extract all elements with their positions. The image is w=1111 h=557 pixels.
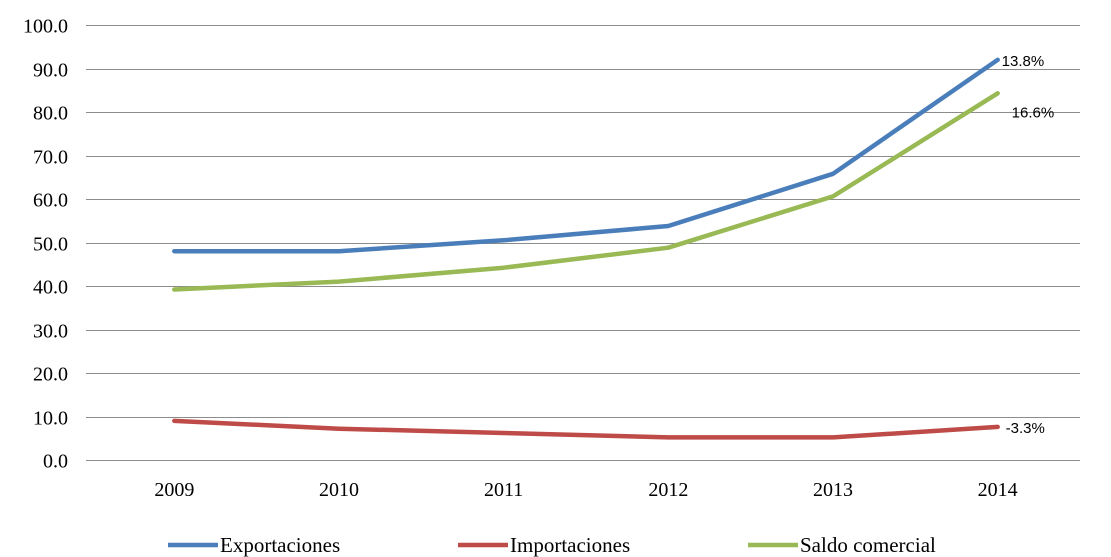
legend-label: Exportaciones <box>220 533 340 557</box>
gridlines <box>86 25 1080 461</box>
y-tick-label: 20.0 <box>33 364 68 386</box>
y-tick-label: 0.0 <box>43 451 68 473</box>
x-tick-label: 2013 <box>813 479 853 501</box>
x-tick-label: 2011 <box>484 479 523 501</box>
data-labels: 13.8% -3.3% 16.6% <box>1002 53 1055 437</box>
y-tick-label: 80.0 <box>33 103 68 125</box>
series-line-importaciones <box>172 418 1000 440</box>
y-tick-label: 70.0 <box>33 147 68 169</box>
y-tick-label: 90.0 <box>33 60 68 82</box>
x-tick-label: 2010 <box>319 479 359 501</box>
x-tick-label: 2012 <box>648 479 688 501</box>
x-axis-ticks: 2009 2010 2011 2012 2013 2014 <box>154 479 1017 501</box>
legend: Exportaciones Importaciones Saldo comercia… <box>168 533 936 557</box>
legend-label: Importaciones <box>510 533 630 557</box>
data-label-importaciones: -3.3% <box>1006 420 1045 437</box>
series-line-saldo-comercial <box>172 91 1000 292</box>
y-tick-label: 60.0 <box>33 190 68 212</box>
legend-label: Saldo comercial <box>800 533 936 557</box>
y-axis-ticks: 0.0 10.0 20.0 30.0 40.0 50.0 60.0 70.0 80.0 90.0 1… <box>23 16 68 473</box>
series-lines <box>172 57 1000 440</box>
y-tick-label: 50.0 <box>33 234 68 256</box>
series-line-exportaciones <box>172 57 1000 254</box>
y-tick-label: 10.0 <box>33 408 68 430</box>
data-label-exportaciones: 13.8% <box>1002 53 1045 70</box>
y-tick-label: 40.0 <box>33 277 68 299</box>
y-tick-label: 30.0 <box>33 321 68 343</box>
data-label-saldo-comercial: 16.6% <box>1012 104 1055 121</box>
y-tick-label: 100.0 <box>23 16 68 38</box>
x-tick-label: 2009 <box>154 479 194 501</box>
x-tick-label: 2014 <box>978 479 1018 501</box>
